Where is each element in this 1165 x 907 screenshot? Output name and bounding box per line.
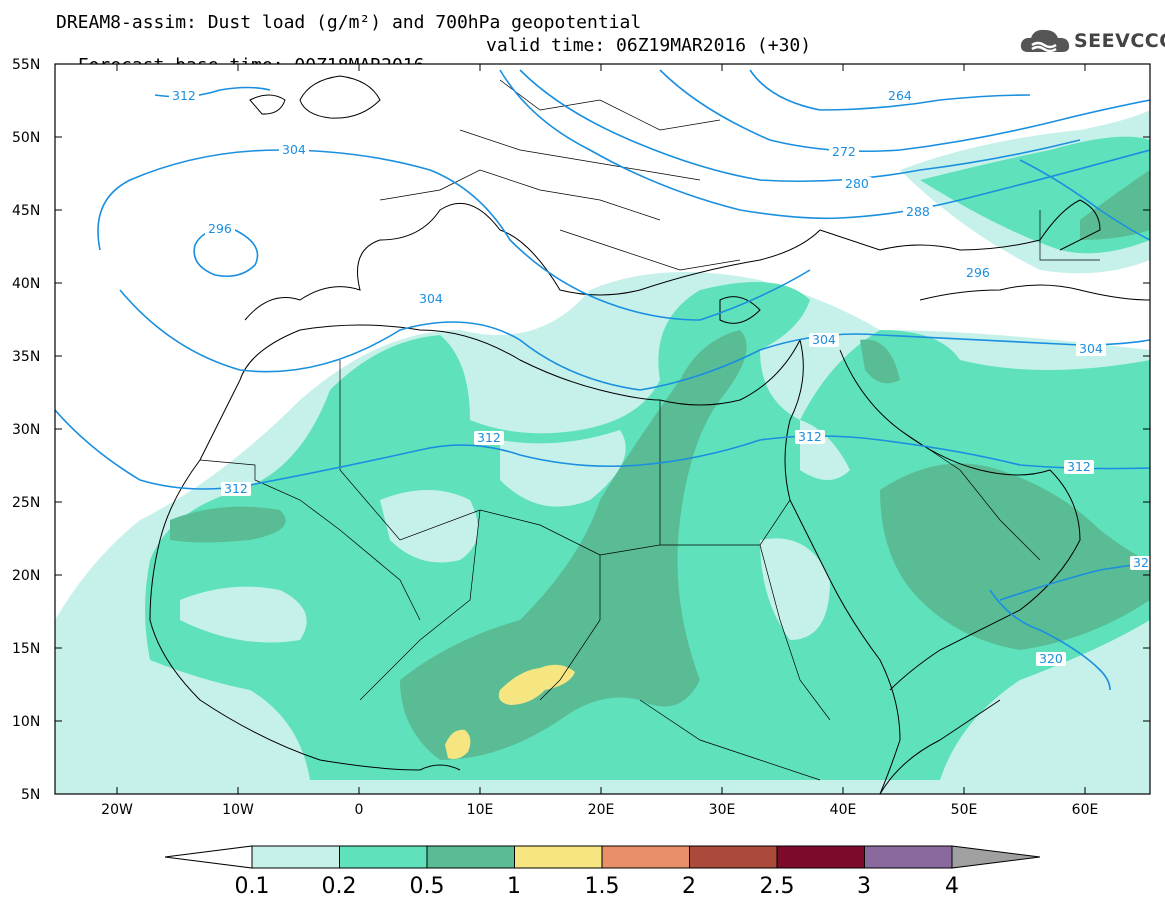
lon-label: 10E [467,802,494,818]
lon-label: 10W [222,802,254,818]
valid-time: valid time: 06Z19MAR2016 (+30) [486,35,812,56]
colorbar-label: 1 [507,874,521,899]
colorbar-label: 1.5 [585,874,620,899]
colorbar-box [601,845,690,869]
contour-label: 304 [1079,341,1103,356]
colorbar-label: 0.2 [322,874,357,899]
geopotential-contours [55,69,1150,691]
contour-label: 296 [208,221,232,236]
colorbar-label: 3 [857,874,871,899]
contour-label: 312 [1067,459,1091,474]
lon-label: 40E [830,802,857,818]
lon-label: 50E [951,802,978,818]
map-area: 312 304 296 304 264 272 280 288 296 304 … [55,64,1150,794]
lat-label: 10N [12,714,40,730]
lat-label: 55N [12,57,40,73]
colorbar-high-arrow [951,845,1041,869]
lat-label: 30N [12,422,40,438]
colorbar-box [689,845,778,869]
seevccc-logo: SEEVCCC [1018,24,1165,60]
map-title: DREAM8-assim: Dust load (g/m²) and 700hP… [56,12,642,33]
lon-label: 0 [355,802,364,818]
contour-label: 304 [282,142,306,157]
contour-label: 280 [845,176,869,191]
colorbar-box [864,845,953,869]
colorbar-label: 2 [682,874,696,899]
lat-label: 40N [12,276,40,292]
contour-label: 304 [419,291,443,306]
contour-label: 32 [1133,555,1149,570]
logo-text: SEEVCCC [1074,30,1165,52]
colorbar-box [776,845,865,869]
contour-label: 264 [888,88,912,103]
lon-label: 20W [101,802,133,818]
colorbar-boxes [251,845,953,869]
country-borders [199,79,1100,781]
contour-label: 288 [906,204,930,219]
lat-label: 50N [12,130,40,146]
lat-label: 25N [12,495,40,511]
colorbar-label: 4 [945,874,959,899]
colorbar-label: 2.5 [760,874,795,899]
contour-label: 312 [224,481,248,496]
colorbar-low-arrow [164,845,253,869]
lat-label: 5N [21,787,40,803]
contour-labels [169,89,1150,666]
lon-label: 20E [588,802,615,818]
colorbar-box [514,845,603,869]
coastlines [149,75,1150,794]
dust-band-light-inner [180,420,850,643]
colorbar: 0.1 0.2 0.5 1 1.5 2 2.5 3 4 [164,845,1041,899]
contour-label: 312 [477,430,501,445]
colorbar-box [339,845,428,869]
latitude-labels: 55N 50N 45N 40N 35N 30N 25N 20N 15N 10N … [12,57,40,803]
lon-label: 30E [709,802,736,818]
colorbar-label: 0.5 [410,874,445,899]
lat-label: 45N [12,203,40,219]
contour-label: 312 [798,429,822,444]
cloud-icon [1020,29,1070,53]
lat-label: 20N [12,568,40,584]
longitude-labels: 20W 10W 0 10E 20E 30E 40E 50E 60E [101,802,1098,818]
lon-label: 60E [1072,802,1099,818]
tick-marks [55,63,1150,795]
contour-label: 320 [1039,651,1063,666]
colorbar-box [426,845,515,869]
lat-label: 15N [12,641,40,657]
lat-label: 35N [12,349,40,365]
colorbar-label: 0.1 [235,874,270,899]
dust-band-yellow [445,664,575,760]
contour-label-text: 312 304 296 304 264 272 280 288 296 304 … [172,88,1149,666]
contour-label: 272 [832,144,856,159]
colorbar-box [251,845,340,869]
contour-label: 296 [966,265,990,280]
contour-label: 304 [812,332,836,347]
contour-label: 312 [172,88,196,103]
